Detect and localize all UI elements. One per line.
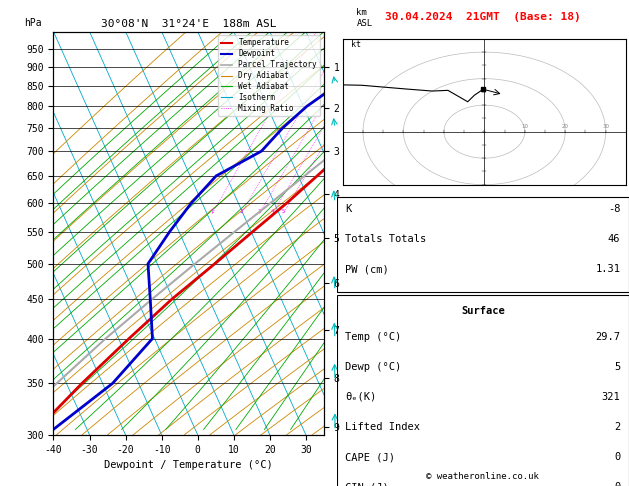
Parcel Trajectory <box>331 148 339 154</box>
Text: Totals Totals: Totals Totals <box>345 234 426 244</box>
Temperature <box>78 381 86 386</box>
Parcel Trajectory <box>479 33 487 39</box>
Temperature <box>283 200 291 206</box>
Text: 321: 321 <box>601 392 620 402</box>
Text: 1.31: 1.31 <box>595 264 620 274</box>
Temperature <box>365 125 373 131</box>
Text: 46: 46 <box>608 234 620 244</box>
Parcel Trajectory <box>440 64 447 70</box>
Parcel Trajectory <box>267 200 275 206</box>
Temperature <box>464 46 472 52</box>
Text: 2: 2 <box>614 422 620 432</box>
Dewpoint <box>381 46 389 52</box>
Text: 30.04.2024  21GMT  (Base: 18): 30.04.2024 21GMT (Base: 18) <box>385 12 581 22</box>
Text: 3: 3 <box>257 209 260 214</box>
Temperature <box>436 64 443 70</box>
Text: 5: 5 <box>281 209 284 214</box>
Bar <box>337 295 629 486</box>
Temperature <box>211 261 218 267</box>
Parcel Trajectory <box>102 336 109 342</box>
Dewpoint <box>391 33 398 39</box>
Text: kt: kt <box>351 40 361 49</box>
Parcel Trajectory <box>191 261 199 267</box>
Parcel Trajectory <box>0 432 7 438</box>
Text: CIN (J): CIN (J) <box>345 482 389 486</box>
Dewpoint <box>144 261 152 267</box>
Text: K: K <box>345 204 352 214</box>
Text: PW (cm): PW (cm) <box>345 264 389 274</box>
X-axis label: Dewpoint / Temperature (°C): Dewpoint / Temperature (°C) <box>104 460 273 470</box>
Temperature <box>28 432 36 438</box>
Parcel Trajectory <box>301 173 308 179</box>
Temperature <box>341 148 348 154</box>
Temperature <box>479 33 487 39</box>
Text: 30: 30 <box>602 124 609 129</box>
Text: θₑ(K): θₑ(K) <box>345 392 377 402</box>
Text: -8: -8 <box>608 204 620 214</box>
Parcel Trajectory <box>387 104 395 109</box>
Dewpoint <box>213 173 220 179</box>
Text: Surface: Surface <box>461 306 504 316</box>
Temperature <box>389 104 397 109</box>
Text: 4: 4 <box>270 209 274 214</box>
Text: Temp (°C): Temp (°C) <box>345 331 401 342</box>
Text: © weatheronline.co.uk: © weatheronline.co.uk <box>426 472 539 481</box>
Text: Dewp (°C): Dewp (°C) <box>345 362 401 372</box>
Text: 1: 1 <box>210 209 214 214</box>
Parcel Trajectory <box>231 229 238 235</box>
Dewpoint <box>188 200 196 206</box>
Parcel Trajectory <box>360 125 367 131</box>
Temperature <box>313 173 321 179</box>
Dewpoint <box>303 104 311 109</box>
Text: hPa: hPa <box>24 17 42 28</box>
Temperature <box>411 83 419 89</box>
Dewpoint <box>353 64 360 70</box>
Text: km
ASL: km ASL <box>357 8 372 28</box>
Temperature <box>248 229 256 235</box>
Bar <box>337 197 629 292</box>
Dewpoint <box>332 83 340 89</box>
Text: 0: 0 <box>614 452 620 462</box>
Parcel Trajectory <box>462 46 470 52</box>
Dewpoint <box>165 229 173 235</box>
Legend: Temperature, Dewpoint, Parcel Trajectory, Dry Adiabat, Wet Adiabat, Isotherm, Mi: Temperature, Dewpoint, Parcel Trajectory… <box>218 35 320 116</box>
Text: 0: 0 <box>614 482 620 486</box>
Line: Parcel Trajectory: Parcel Trajectory <box>3 36 483 435</box>
Dewpoint <box>148 336 156 342</box>
Text: 2: 2 <box>240 209 243 214</box>
Text: Lifted Index: Lifted Index <box>345 422 420 432</box>
Text: 5: 5 <box>614 362 620 372</box>
Text: CAPE (J): CAPE (J) <box>345 452 395 462</box>
Line: Temperature: Temperature <box>32 36 483 435</box>
Dewpoint <box>147 296 154 302</box>
Dewpoint <box>109 381 116 386</box>
Dewpoint <box>279 125 286 131</box>
Line: Dewpoint: Dewpoint <box>47 36 394 435</box>
Temperature <box>449 55 457 61</box>
Dewpoint <box>258 148 265 154</box>
Dewpoint <box>43 432 50 438</box>
Parcel Trajectory <box>53 381 60 386</box>
Dewpoint <box>370 55 377 61</box>
Temperature <box>125 336 133 342</box>
Temperature <box>168 296 175 302</box>
Title: 30°08'N  31°24'E  188m ASL: 30°08'N 31°24'E 188m ASL <box>101 19 277 30</box>
Text: 20: 20 <box>562 124 569 129</box>
Parcel Trajectory <box>413 83 421 89</box>
Parcel Trajectory <box>148 296 156 302</box>
Text: 10: 10 <box>521 124 528 129</box>
Text: 29.7: 29.7 <box>595 331 620 342</box>
